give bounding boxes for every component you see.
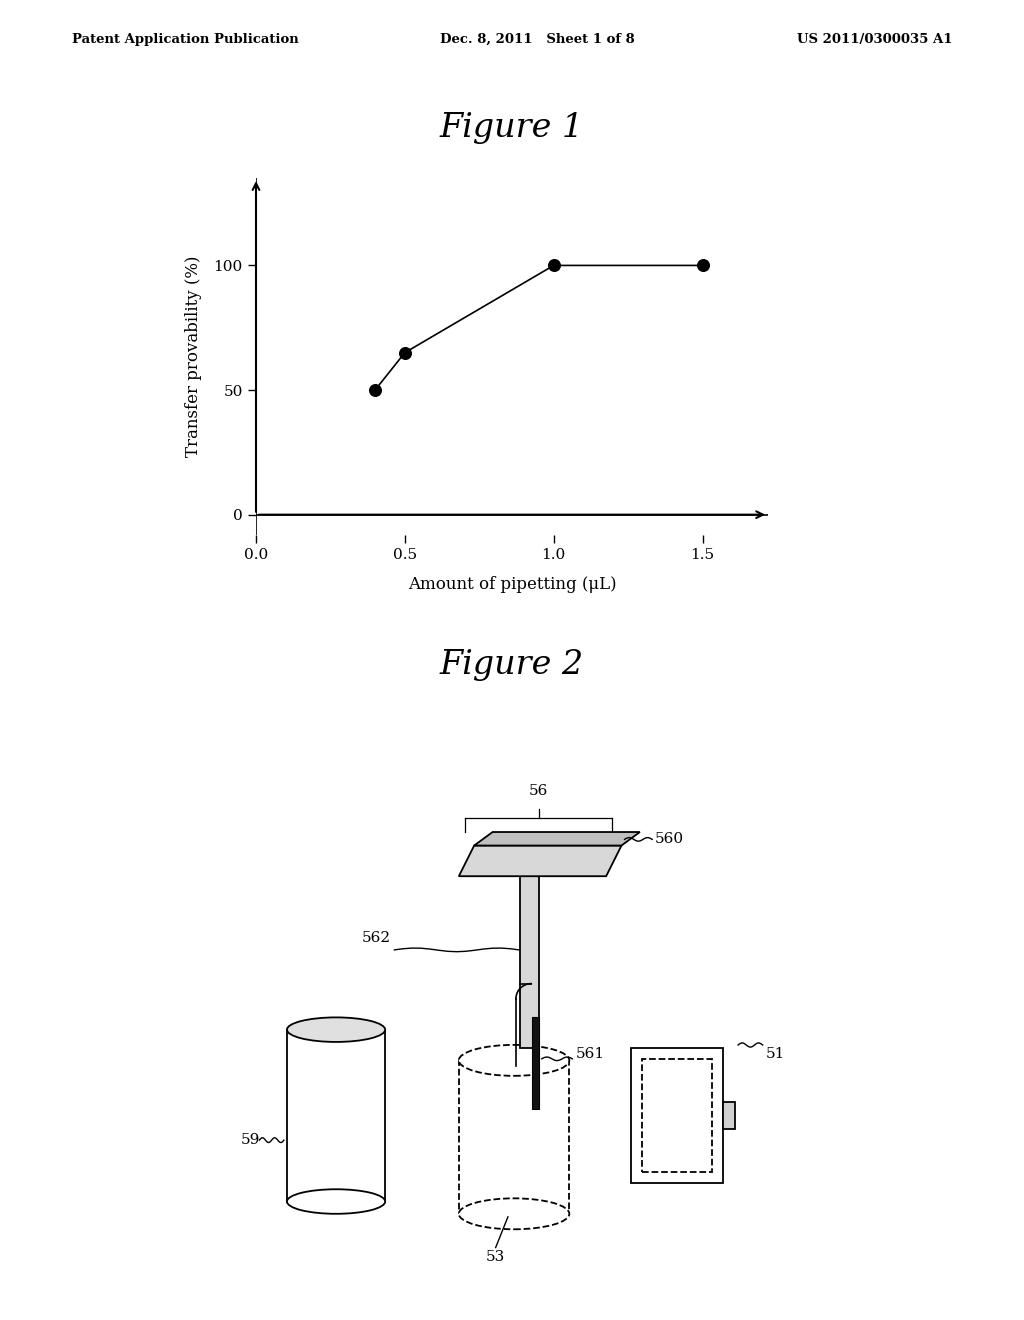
Bar: [459, 1060, 569, 1214]
Polygon shape: [474, 832, 640, 846]
Point: [367, 379, 383, 400]
Text: Dec. 8, 2011   Sheet 1 of 8: Dec. 8, 2011 Sheet 1 of 8: [440, 33, 635, 46]
Text: 51: 51: [766, 1047, 785, 1061]
Text: Figure 2: Figure 2: [440, 649, 584, 681]
Ellipse shape: [459, 1199, 569, 1229]
Polygon shape: [459, 846, 622, 876]
Text: 56: 56: [529, 784, 548, 799]
Text: 562: 562: [362, 931, 391, 945]
Text: 53: 53: [486, 1250, 505, 1263]
Point: [396, 342, 413, 363]
X-axis label: Amount of pipetting (μL): Amount of pipetting (μL): [408, 576, 616, 593]
Text: US 2011/0300035 A1: US 2011/0300035 A1: [797, 33, 952, 46]
Bar: [642, 1059, 712, 1172]
Text: Patent Application Publication: Patent Application Publication: [72, 33, 298, 46]
Ellipse shape: [287, 1189, 385, 1214]
Text: 561: 561: [575, 1047, 604, 1061]
Text: 560: 560: [655, 833, 684, 846]
Bar: [723, 1102, 735, 1130]
Point: [694, 255, 711, 276]
Bar: [519, 876, 540, 1048]
Bar: [631, 1048, 723, 1183]
Bar: [532, 1018, 539, 1109]
Text: 59: 59: [241, 1133, 260, 1147]
Bar: [287, 1030, 385, 1201]
Y-axis label: Transfer provability (%): Transfer provability (%): [185, 256, 203, 457]
Text: Figure 1: Figure 1: [440, 112, 584, 144]
Ellipse shape: [287, 1018, 385, 1041]
Point: [546, 255, 562, 276]
Ellipse shape: [459, 1045, 569, 1076]
